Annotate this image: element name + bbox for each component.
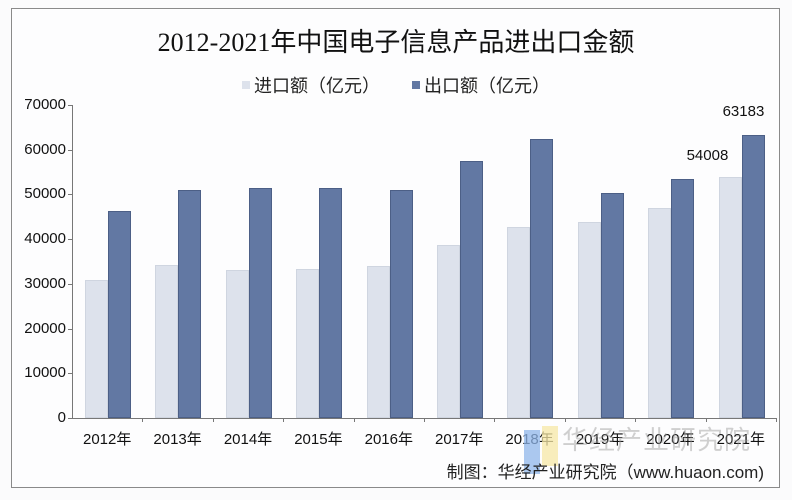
x-tick <box>212 418 214 422</box>
y-tick <box>68 418 72 419</box>
bar-import <box>366 266 390 418</box>
y-tick-label: 10000 <box>24 364 66 382</box>
y-tick <box>68 283 72 285</box>
data-label: 63183 <box>722 103 765 121</box>
x-tick <box>283 418 285 422</box>
x-tick <box>424 418 425 422</box>
legend-swatch-import <box>242 81 250 89</box>
x-tick <box>635 418 637 422</box>
bar-export <box>248 187 272 418</box>
legend-item-import: 进口额（亿元） <box>242 72 380 98</box>
y-tick <box>68 149 72 151</box>
legend-swatch-export <box>412 81 420 89</box>
x-tick <box>353 418 355 422</box>
chart-title: 2012-2021年中国电子信息产品进出口金额 <box>157 28 635 57</box>
x-tick <box>494 418 496 422</box>
bar-import <box>437 244 460 418</box>
source-note: 制图：华经产业研究院（www.huaon.com) <box>446 463 764 482</box>
legend-label-import: 进口额（亿元） <box>254 76 380 96</box>
bar-export <box>600 193 624 418</box>
bar-import <box>225 270 249 418</box>
bar-export <box>178 189 202 418</box>
watermark-logo-icon <box>524 426 560 476</box>
bar-import <box>648 208 672 418</box>
bar-import <box>718 176 742 418</box>
y-tick-label: 30000 <box>24 274 66 292</box>
y-tick <box>68 105 72 106</box>
x-tick <box>776 418 777 422</box>
x-tick <box>142 418 144 422</box>
bar-export <box>530 139 554 418</box>
legend: 进口额（亿元） 出口额（亿元） <box>0 72 792 98</box>
x-tick-label: 2013年 <box>153 431 202 448</box>
y-tick-label: 60000 <box>24 140 66 158</box>
watermark-text: 华经产业研究院 <box>562 425 752 455</box>
x-tick-label: 2019年 <box>575 431 625 448</box>
y-tick-label: 70000 <box>24 96 66 113</box>
y-tick <box>68 194 72 196</box>
y-tick <box>68 373 72 375</box>
bar-export <box>460 161 483 418</box>
x-tick <box>705 418 707 422</box>
x-tick <box>564 418 566 422</box>
legend-item-export: 出口额（亿元） <box>412 72 550 98</box>
x-tick-label: 2012年 <box>83 431 132 448</box>
y-tick-label: 0 <box>57 409 66 426</box>
bar-import <box>155 265 179 418</box>
y-tick-label: 40000 <box>24 230 66 248</box>
x-tick-label: 2021年 <box>716 431 765 448</box>
bar-import <box>577 221 601 418</box>
x-tick-label: 2015年 <box>294 431 343 448</box>
bar-export <box>108 210 131 418</box>
x-tick-label: 2016年 <box>364 431 413 448</box>
legend-label-export: 出口额（亿元） <box>424 76 550 96</box>
bar-import <box>296 269 320 418</box>
y-tick <box>68 239 72 241</box>
y-tick-label: 50000 <box>24 185 66 203</box>
bar-import <box>85 279 108 418</box>
x-tick-label: 2014年 <box>223 431 273 448</box>
x-tick-label: 2017年 <box>435 431 484 448</box>
y-axis <box>72 105 73 418</box>
bar-export <box>389 189 413 418</box>
data-label: 54008 <box>686 146 729 164</box>
bar-import <box>507 227 531 418</box>
y-tick-label: 20000 <box>24 319 66 337</box>
bar-export <box>671 178 695 418</box>
x-tick-label: 2020年 <box>646 431 695 448</box>
y-tick <box>68 328 72 330</box>
bar-export <box>741 135 765 418</box>
bar-export <box>319 187 343 418</box>
